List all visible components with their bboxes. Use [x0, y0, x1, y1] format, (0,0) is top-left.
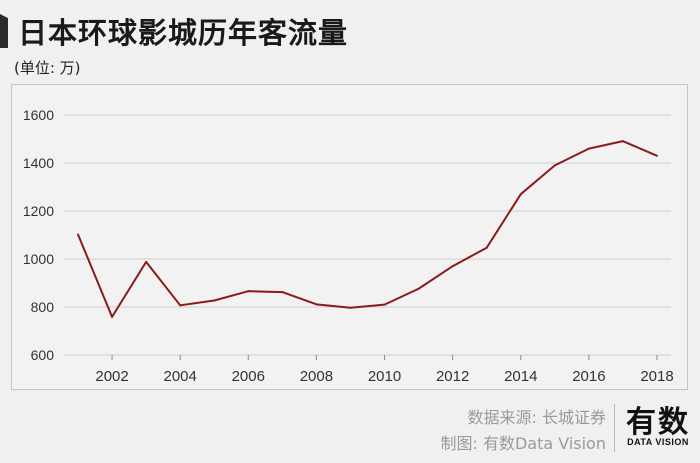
logo-subtitle: DATA VISION	[627, 437, 689, 447]
y-tick-label: 1400	[23, 155, 54, 171]
data-point	[179, 304, 182, 307]
y-tick-label: 600	[31, 347, 55, 363]
data-point	[553, 164, 556, 167]
x-tick-label: 2002	[95, 368, 128, 385]
data-point	[621, 140, 624, 143]
plot-area	[11, 84, 688, 390]
data-point	[451, 265, 454, 268]
data-point	[315, 303, 318, 306]
data-point	[485, 246, 488, 249]
y-tick-label: 1200	[23, 203, 54, 219]
data-point	[656, 154, 658, 157]
data-point	[383, 303, 386, 306]
data-point	[213, 299, 216, 302]
x-tick-label: 2012	[436, 368, 469, 385]
x-tick-label: 2006	[232, 368, 265, 385]
data-point	[281, 291, 284, 294]
data-point	[145, 260, 148, 263]
made-by: 制图: 有数Data Vision	[440, 434, 606, 453]
data-point	[519, 193, 522, 196]
title-accent-bar	[0, 14, 8, 48]
y-tick-label: 1600	[23, 107, 54, 123]
x-tick-label: 2010	[368, 368, 401, 385]
logo-text: 有数	[626, 405, 690, 440]
chart-title: 日本环球影城历年客流量	[18, 16, 349, 50]
data-point	[77, 233, 79, 236]
x-tick-label: 2004	[163, 368, 196, 385]
data-source: 数据来源: 长城证券	[467, 408, 606, 427]
data-point	[417, 287, 420, 290]
y-tick-label: 1000	[23, 251, 54, 267]
unit-label: (单位: 万)	[14, 59, 81, 77]
series-line	[77, 140, 658, 318]
x-tick-label: 2016	[572, 368, 605, 385]
footer-divider	[614, 404, 615, 452]
y-tick-label: 800	[31, 299, 55, 315]
data-point	[587, 147, 590, 150]
x-tick-label: 2018	[640, 368, 673, 385]
x-tick-label: 2008	[300, 368, 333, 385]
x-tick-label: 2014	[504, 368, 537, 385]
data-point	[111, 315, 114, 318]
data-point	[349, 306, 352, 309]
data-point	[247, 290, 250, 293]
